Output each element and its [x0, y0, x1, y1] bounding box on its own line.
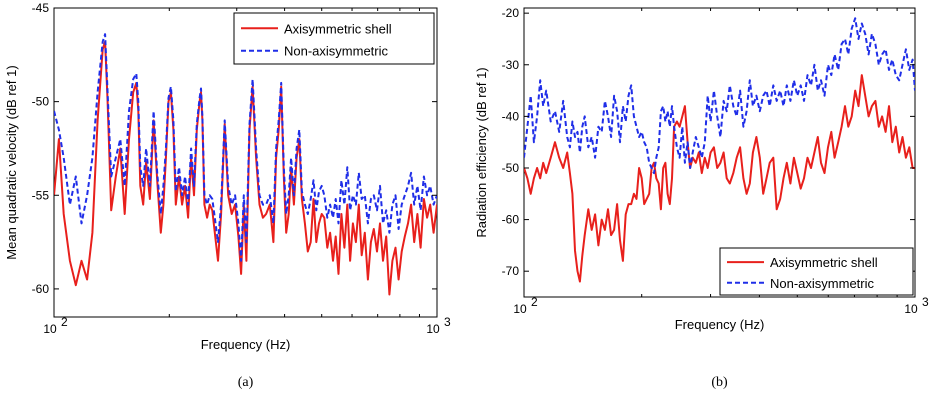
chart-a: -60 -55 -50 -45 10 2 10 3 Frequency (Hz) Mean q… — [4, 1, 451, 390]
x-tick-exponent: 2 — [61, 315, 68, 329]
series-line-axisymmetric — [524, 74, 915, 283]
x-tick-exponent: 3 — [922, 295, 929, 309]
y-tick-label: -45 — [32, 1, 50, 15]
legend-box — [233, 12, 435, 65]
y-tick-label: -40 — [502, 109, 520, 123]
x-tick-exponent: 2 — [531, 295, 538, 309]
y-tick-label: -55 — [32, 188, 50, 202]
x-tick-exponent: 3 — [444, 315, 451, 329]
y-axis-label: Radiation efficiency (dB ref 1) — [474, 67, 489, 237]
y-tick-label: -70 — [502, 264, 520, 278]
y-axis-label: Mean quadratic velocity (dB ref 1) — [4, 65, 19, 259]
x-axis-label: Frequency (Hz) — [675, 317, 765, 332]
legend-label-axisymmetric: Axisymmetric shell — [770, 255, 878, 270]
ticks: -60 -55 -50 -45 10 2 10 3 — [32, 1, 451, 336]
x-tick-label: 10 — [513, 302, 527, 316]
x-tick-label: 10 — [43, 322, 57, 336]
x-tick-label: 10 — [426, 322, 440, 336]
caption: (b) — [711, 375, 728, 390]
legend-label-non-axisymmetric: Non-axisymmetric — [284, 44, 389, 59]
y-tick-label: -50 — [502, 161, 520, 175]
legend-label-non-axisymmetric: Non-axisymmetric — [770, 276, 875, 291]
y-tick-label: -50 — [32, 95, 50, 109]
legend-box — [719, 247, 914, 296]
plot-area — [54, 33, 437, 296]
y-tick-label: -60 — [32, 282, 50, 296]
x-axis-label: Frequency (Hz) — [201, 337, 291, 352]
legend: Axisymmetric shell Non-axisymmetric — [719, 247, 914, 296]
x-tick-label: 10 — [904, 302, 918, 316]
plot-area — [524, 17, 915, 283]
y-tick-label: -20 — [502, 6, 520, 20]
y-tick-label: -30 — [502, 58, 520, 72]
ticks: -70 -60 -50 -40 -30 -20 10 2 10 3 — [502, 6, 929, 316]
legend: Axisymmetric shell Non-axisymmetric — [233, 12, 435, 65]
caption: (a) — [238, 375, 254, 390]
legend-label-axisymmetric: Axisymmetric shell — [284, 21, 392, 36]
series-line-non-axisymmetric — [54, 33, 437, 262]
y-tick-label: -60 — [502, 213, 520, 227]
